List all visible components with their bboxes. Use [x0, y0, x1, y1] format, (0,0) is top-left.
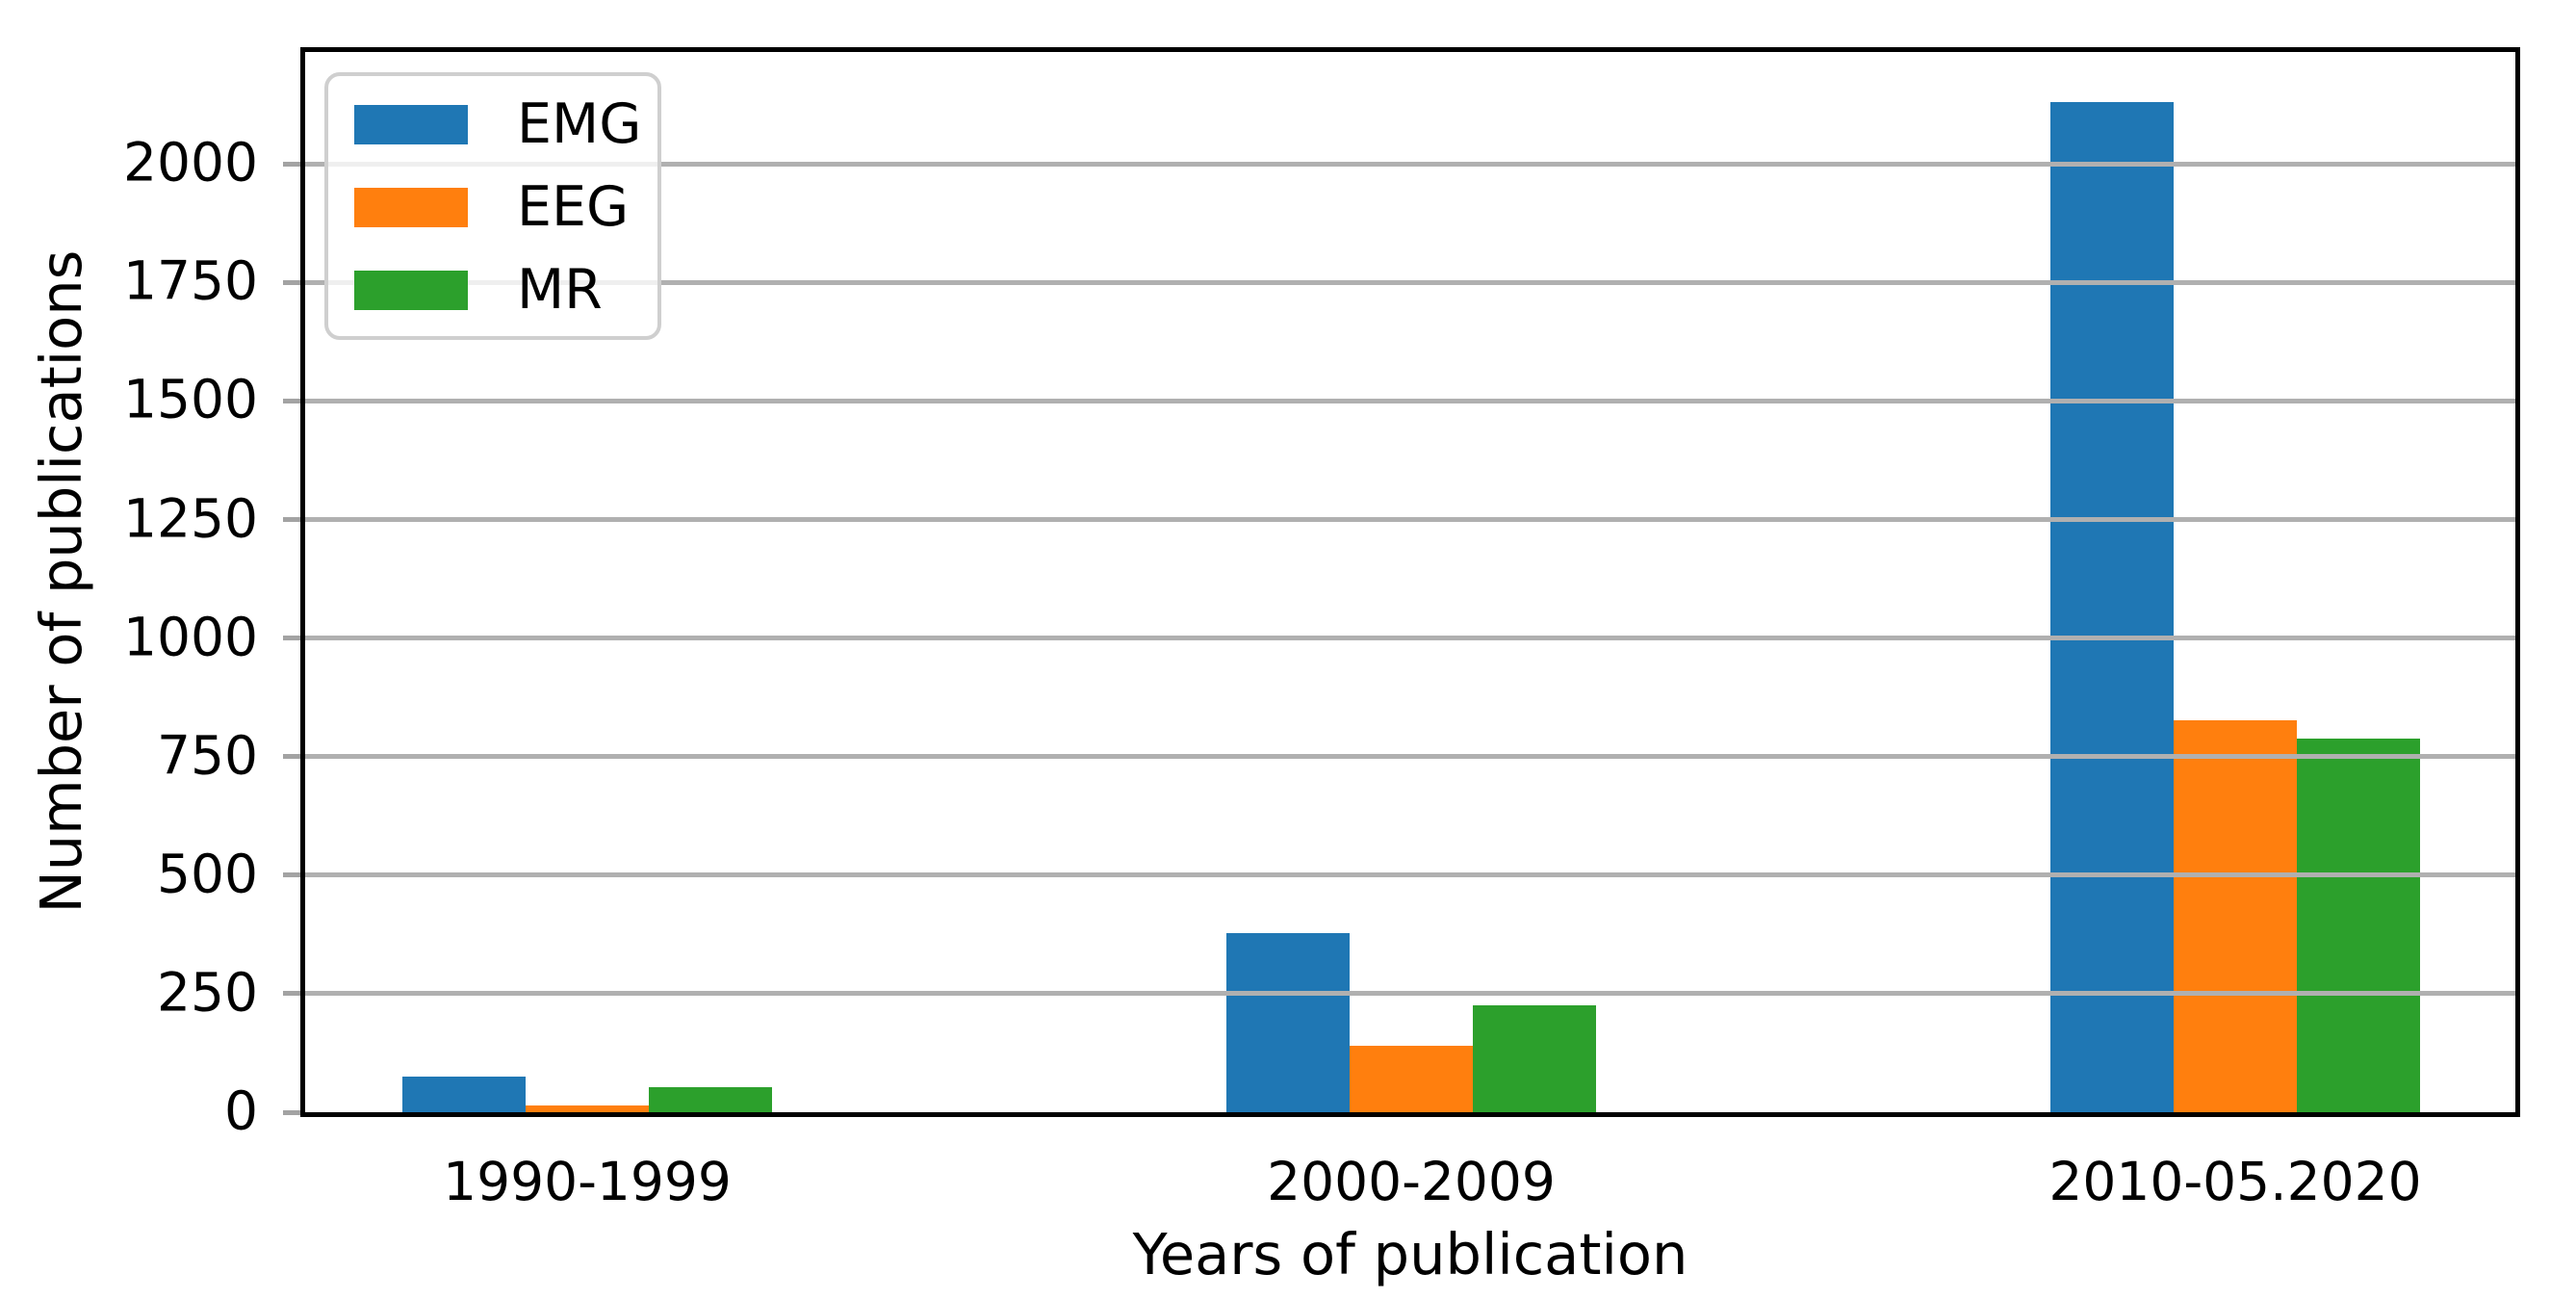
legend-swatch-eeg	[354, 187, 468, 227]
bar-emg-1990-1999	[402, 1077, 526, 1112]
gridline-1000	[305, 636, 2515, 641]
gridline-250	[305, 991, 2515, 997]
y-tick-label-0: 0	[224, 1079, 258, 1142]
y-tick-label-1250: 1250	[123, 486, 258, 549]
y-tick-mark-500	[283, 872, 300, 878]
bar-eeg-1990-1999	[526, 1105, 649, 1112]
gridline-500	[305, 872, 2515, 878]
x-tick-label-1990-1999: 1990-1999	[443, 1151, 732, 1212]
y-tick-mark-250	[283, 991, 300, 997]
gridline-1500	[305, 398, 2515, 403]
bar-mr-1990-1999	[649, 1087, 772, 1112]
y-tick-label-750: 750	[157, 724, 258, 787]
plot-area	[300, 47, 2520, 1117]
y-tick-mark-1500	[283, 398, 300, 403]
y-tick-mark-750	[283, 754, 300, 760]
legend-swatch-emg	[354, 104, 468, 144]
bar-emg-2000-2009	[1226, 933, 1350, 1112]
bar-eeg-2010-05.2020	[2174, 720, 2297, 1112]
y-tick-label-250: 250	[157, 961, 258, 1024]
y-tick-label-1750: 1750	[123, 249, 258, 312]
x-axis-label: Years of publication	[1132, 1221, 1688, 1287]
y-tick-mark-1250	[283, 517, 300, 522]
y-tick-label-1000: 1000	[123, 605, 258, 667]
gridline-1250	[305, 517, 2515, 523]
plot-inner	[305, 52, 2515, 1112]
legend-label-emg: EMG	[517, 92, 642, 156]
y-tick-mark-1000	[283, 636, 300, 641]
y-tick-label-500: 500	[157, 843, 258, 905]
y-tick-label-2000: 2000	[123, 131, 258, 194]
bar-eeg-2000-2009	[1350, 1045, 1473, 1112]
x-tick-label-2010-05.2020: 2010-05.2020	[2048, 1151, 2422, 1212]
y-tick-label-1500: 1500	[123, 368, 258, 430]
bar-mr-2000-2009	[1473, 1004, 1596, 1112]
bar-mr-2010-05.2020	[2297, 739, 2420, 1112]
gridline-2000	[305, 161, 2515, 167]
legend-swatch-mr	[354, 270, 468, 310]
gridline-1750	[305, 279, 2515, 285]
y-tick-mark-1750	[283, 279, 300, 285]
gridline-750	[305, 754, 2515, 760]
legend-label-mr: MR	[517, 258, 603, 322]
x-tick-label-2000-2009: 2000-2009	[1267, 1151, 1556, 1212]
legend: EMG EEG MR	[324, 72, 661, 340]
bar-emg-2010-05.2020	[2050, 102, 2174, 1112]
legend-label-eeg: EEG	[517, 175, 630, 239]
y-tick-mark-2000	[283, 161, 300, 167]
y-tick-mark-0	[283, 1109, 300, 1115]
y-axis-label: Number of publications	[28, 249, 94, 914]
